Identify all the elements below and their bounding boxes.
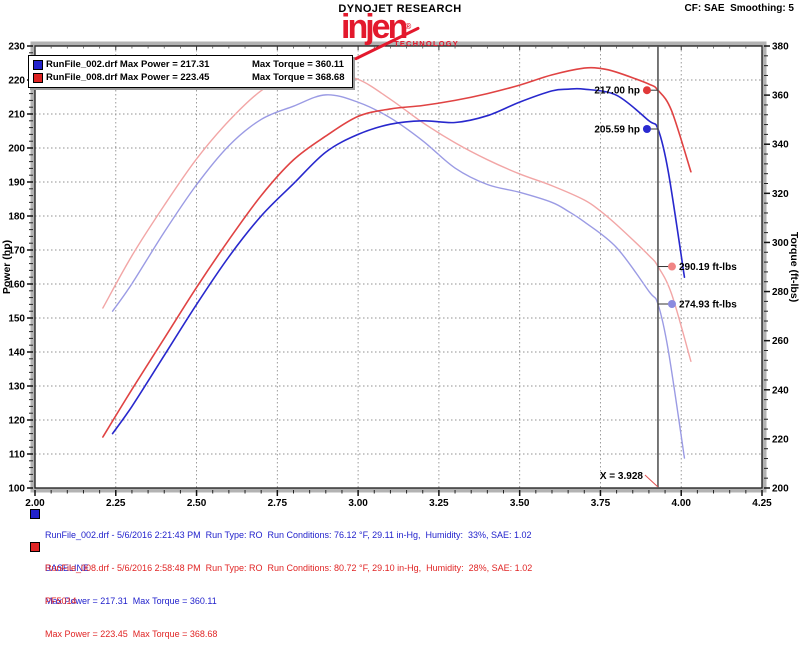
curves-group <box>102 66 692 459</box>
torque-axis-tick-label: 360 <box>772 91 789 102</box>
power-axis-tick-label: 150 <box>8 314 25 325</box>
torque-axis-tick-label: 320 <box>772 189 789 200</box>
dyno-chart-page: DYNOJET RESEARCH CF: SAE Smoothing: 5 in… <box>1 3 800 639</box>
x-axis-tick-label: 2.75 <box>268 498 288 508</box>
run-conditions: RunFile_008.drf - 5/6/2016 2:58:48 PM Ru… <box>45 563 533 573</box>
registered-mark: ® <box>405 22 412 31</box>
legend-swatch-blue <box>33 60 43 71</box>
x-axis-tick-label: 3.50 <box>510 498 530 508</box>
run-info-text: RunFile_008.drf - 5/6/2016 2:58:48 PM Ru… <box>45 541 532 662</box>
x-axis-tick-label: 3.25 <box>429 498 449 508</box>
torque-axis-tick-label: 340 <box>772 140 789 151</box>
power-axis-tick-label: 160 <box>8 280 25 291</box>
power-axis-tick-label: 230 <box>8 42 25 53</box>
power-axis-tick-label: 190 <box>8 178 25 189</box>
power-axis-tick-label: 210 <box>8 110 25 121</box>
x-axis-tick-label: 2.00 <box>25 498 45 508</box>
annotation-dot <box>642 124 651 133</box>
annotation-label: 274.93 ft-lbs <box>679 300 737 311</box>
torque-axis-tick-label: 280 <box>772 287 789 298</box>
run-swatch-blue <box>30 509 40 519</box>
run-info-pf5014: RunFile_008.drf - 5/6/2016 2:58:48 PM Ru… <box>30 541 532 662</box>
annotation-label: 205.59 hp <box>594 124 640 135</box>
legend-file-power: RunFile_008.drf Max Power = 223.45 <box>46 71 210 83</box>
legend-file-power: RunFile_002.drf Max Power = 217.31 <box>46 59 210 70</box>
chart-legend: RunFile_002.drf Max Power = 217.31 Max T… <box>28 55 353 88</box>
injen-logo: injen® TECHNOLOGY <box>341 10 459 61</box>
power-axis-tick-label: 120 <box>8 416 25 427</box>
torque-axis-tick-label: 260 <box>772 336 789 347</box>
torque-curve-baseline <box>111 94 686 459</box>
torque-axis-tick-label: 240 <box>772 385 789 396</box>
x-axis-tick-label: 3.75 <box>591 498 611 508</box>
power-axis-tick-label: 110 <box>9 450 26 461</box>
x-axis-tick-label: 3.00 <box>348 498 368 508</box>
power-curve-baseline <box>111 87 686 435</box>
run-label: PF5014 <box>45 596 77 606</box>
annotation-dot <box>667 262 676 271</box>
power-axis-tick-label: 170 <box>8 246 25 257</box>
x-axis-tick-label: 4.00 <box>671 498 691 508</box>
cursor-label-connector <box>644 474 659 488</box>
torque-axis-tick-label: 300 <box>772 238 789 249</box>
power-axis-tick-label: 200 <box>8 144 25 155</box>
plot-frame-outer <box>30 41 767 493</box>
power-curve-pf5014 <box>102 66 692 438</box>
annotation-label: 290.19 ft-lbs <box>679 262 737 273</box>
power-axis-tick-label: 140 <box>8 348 25 359</box>
legend-torque: Max Torque = 360.11 <box>252 59 344 70</box>
run-label: BASELINE <box>45 563 90 573</box>
legend-row-pf5014: RunFile_008.drf Max Power = 223.45 Max T… <box>33 72 345 85</box>
run-conditions: RunFile_002.drf - 5/6/2016 2:21:43 PM Ru… <box>45 530 532 540</box>
cursor-x-label: X = 3.928 <box>600 471 644 482</box>
legend-row-baseline: RunFile_002.drf Max Power = 217.31 Max T… <box>33 59 345 72</box>
legend-swatch-red <box>33 72 43 83</box>
power-axis-tick-label: 180 <box>8 212 25 223</box>
annotation-dot <box>642 86 651 95</box>
logo-subtitle: TECHNOLOGY <box>394 39 459 48</box>
legend-torque: Max Torque = 368.68 <box>252 71 345 83</box>
torque-axis-tick-label: 220 <box>772 434 789 445</box>
torque-axis-title: Torque (ft-lbs) <box>788 232 800 302</box>
x-axis-tick-label: 4.25 <box>752 498 772 508</box>
run-swatch-red <box>30 542 40 552</box>
torque-axis-tick-label: 200 <box>772 484 789 495</box>
x-axis-tick-label: 2.50 <box>187 498 207 508</box>
annotation-label: 217.00 hp <box>594 86 640 97</box>
dyno-chart: 2.00 2.25 2.50 2.75 3.00 3.25 3.50 3.75 4.00 4.25… <box>1 41 800 508</box>
header-company: DYNOJET RESEARCH <box>338 3 462 15</box>
plot-frame <box>34 45 763 489</box>
correction-info: CF: SAE Smoothing: 5 <box>684 3 794 14</box>
run-max-values: Max Power = 223.45 Max Torque = 368.68 <box>45 629 218 639</box>
power-axis-tick-label: 220 <box>8 76 25 87</box>
torque-axis-tick-label: 380 <box>772 42 789 53</box>
annotation-dot <box>667 300 676 309</box>
power-axis-tick-label: 100 <box>8 484 25 495</box>
power-axis-title: Power (hp) <box>1 240 13 294</box>
torque-curve-pf5014 <box>102 71 692 362</box>
x-axis-tick-label: 2.25 <box>106 498 126 508</box>
power-axis-tick-label: 130 <box>8 382 25 393</box>
